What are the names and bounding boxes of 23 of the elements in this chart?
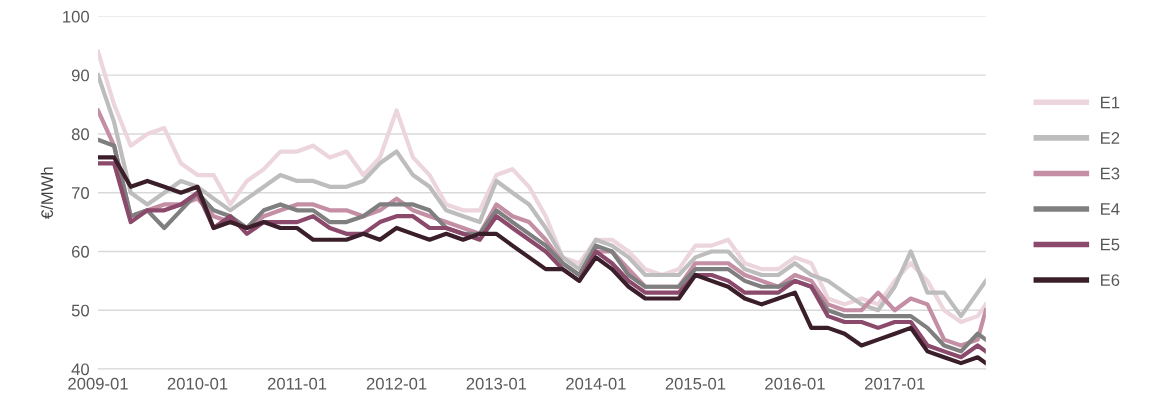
y-tick-label: 70	[71, 187, 90, 199]
y-tick-label: 90	[71, 69, 90, 82]
x-tick-label: 2015-01	[665, 377, 726, 390]
x-tick-label: 2012-01	[366, 377, 427, 390]
x-tick-label: 2011-01	[267, 377, 327, 390]
x-tick-label: 2016-01	[765, 377, 825, 390]
legend-label: E4	[1101, 203, 1120, 215]
y-tick-label: 100	[63, 10, 90, 23]
y-tick-label: 80	[71, 128, 90, 141]
x-tick-label: 2017-01	[865, 377, 925, 390]
y-tick-label: 50	[71, 304, 90, 317]
y-axis-title: €/MWh	[40, 167, 54, 219]
legend-label: E5	[1101, 238, 1120, 251]
y-tick-label: 60	[71, 245, 90, 258]
x-tick-label: 2014-01	[566, 377, 626, 390]
x-tick-label: 2009-01	[68, 377, 128, 390]
legend-label: E2	[1101, 132, 1120, 144]
legend-label: E1	[1101, 96, 1120, 109]
legend-label: E3	[1101, 167, 1120, 180]
x-tick-label: 2010-01	[167, 377, 228, 390]
y-tick-label: 40	[71, 363, 90, 376]
x-tick-label: 2013-01	[466, 377, 527, 390]
legend-label: E6	[1101, 274, 1120, 287]
